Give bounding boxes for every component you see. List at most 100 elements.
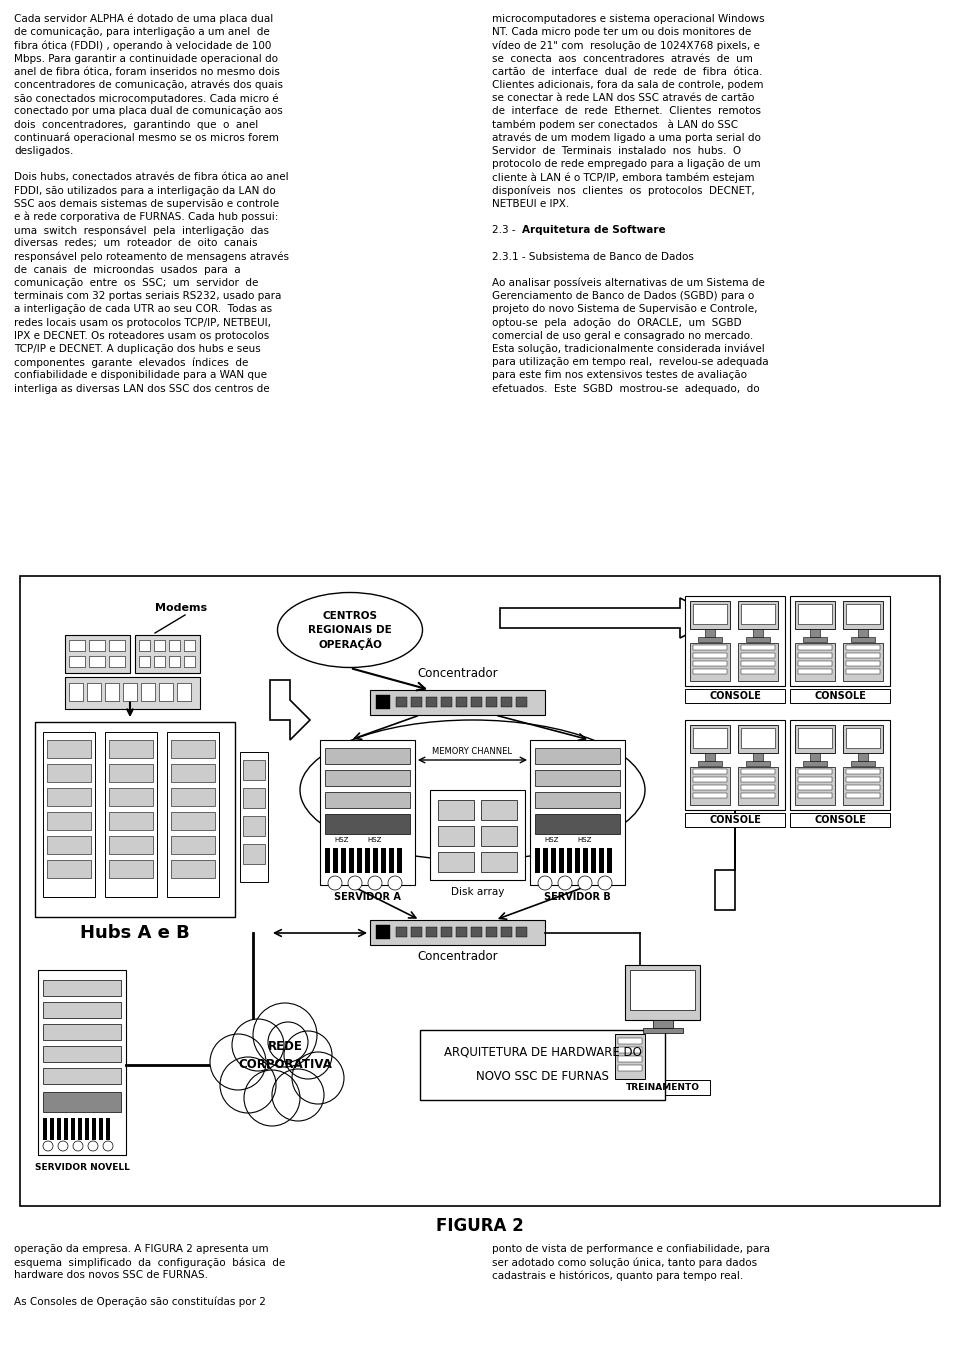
Bar (599, 848, 604, 873)
Bar (543, 848, 548, 873)
Bar (426, 697, 437, 707)
Bar (69, 656, 85, 667)
Bar (618, 1056, 642, 1062)
Bar (690, 767, 730, 805)
Bar (535, 748, 620, 764)
Text: redes locais usam os protocolos TCP/IP, NETBEUI,: redes locais usam os protocolos TCP/IP, … (14, 317, 271, 328)
Text: SERVIDOR NOVELL: SERVIDOR NOVELL (35, 1162, 130, 1172)
Circle shape (598, 875, 612, 890)
Bar (456, 697, 467, 707)
Bar (389, 848, 394, 873)
Bar (618, 1039, 642, 1044)
Circle shape (73, 1142, 83, 1151)
Bar (535, 814, 620, 834)
Bar (698, 761, 722, 766)
Bar (798, 729, 832, 748)
Bar (109, 639, 125, 650)
Bar (381, 848, 386, 873)
Text: concentradores de comunicação, através dos quais: concentradores de comunicação, através d… (14, 80, 283, 91)
Bar (618, 1065, 642, 1072)
Text: 2.3.1 - Subsistema de Banco de Dados: 2.3.1 - Subsistema de Banco de Dados (492, 251, 694, 262)
Bar (325, 770, 410, 786)
Bar (798, 653, 832, 659)
Bar (798, 768, 832, 774)
Bar (135, 635, 200, 674)
Bar (65, 635, 130, 674)
Text: comercial de uso geral e consagrado no mercado.: comercial de uso geral e consagrado no m… (492, 331, 754, 340)
Text: Gerenciamento de Banco de Dados (SGBD) para o: Gerenciamento de Banco de Dados (SGBD) p… (492, 291, 755, 302)
Bar (64, 1118, 68, 1140)
Bar (89, 656, 105, 667)
Bar (243, 844, 265, 864)
Text: SERVIDOR B: SERVIDOR B (544, 892, 611, 901)
Text: 2.3 -: 2.3 - (492, 225, 518, 235)
Bar (486, 697, 497, 707)
Bar (35, 722, 235, 916)
Text: REGIONAIS DE: REGIONAIS DE (308, 626, 392, 635)
Text: HSZ: HSZ (335, 837, 349, 842)
Bar (411, 697, 422, 707)
Text: de  canais  de  microondas  usados  para  a: de canais de microondas usados para a (14, 265, 241, 274)
Polygon shape (500, 598, 720, 638)
Bar (790, 595, 890, 686)
Text: a interligação de cada UTR ao seu COR.  Todas as: a interligação de cada UTR ao seu COR. T… (14, 305, 272, 314)
Text: se conectar à rede LAN dos SSC através de cartão: se conectar à rede LAN dos SSC através d… (492, 93, 755, 103)
Text: Mbps. Para garantir a continuidade operacional do: Mbps. Para garantir a continuidade opera… (14, 54, 278, 63)
Bar (47, 812, 91, 830)
Text: NETBEUI e IPX.: NETBEUI e IPX. (492, 199, 569, 209)
Text: MEMORY CHANNEL: MEMORY CHANNEL (433, 748, 513, 756)
Bar (177, 683, 191, 701)
Bar (171, 788, 215, 805)
Text: Dois hubs, conectados através de fibra ótica ao anel: Dois hubs, conectados através de fibra ó… (14, 173, 289, 182)
Bar (184, 656, 195, 667)
Bar (109, 740, 153, 757)
Bar (693, 729, 727, 748)
Bar (738, 767, 778, 805)
Text: componentes  garante  elevados  índices  de: componentes garante elevados índices de (14, 357, 249, 368)
Bar (47, 740, 91, 757)
Text: cadastrais e históricos, quanto para tempo real.: cadastrais e históricos, quanto para tem… (492, 1270, 743, 1281)
Bar (325, 792, 410, 808)
Bar (685, 814, 785, 827)
Text: vídeo de 21" com  resolução de 1024X768 pixels, e: vídeo de 21" com resolução de 1024X768 p… (492, 40, 760, 51)
Bar (559, 848, 564, 873)
Circle shape (232, 1019, 284, 1072)
Bar (630, 970, 695, 1010)
Ellipse shape (277, 593, 422, 668)
Bar (846, 653, 880, 659)
Text: TCP/IP e DECNET. A duplicação dos hubs e seus: TCP/IP e DECNET. A duplicação dos hubs e… (14, 344, 261, 354)
Text: conectado por uma placa dual de comunicação aos: conectado por uma placa dual de comunica… (14, 107, 283, 117)
Bar (43, 980, 121, 996)
Bar (738, 643, 778, 681)
Bar (43, 1092, 121, 1111)
Bar (50, 1118, 54, 1140)
Bar (741, 768, 775, 774)
Bar (87, 683, 101, 701)
Bar (243, 816, 265, 836)
Bar (43, 733, 95, 897)
Bar (741, 793, 775, 799)
Bar (78, 1118, 82, 1140)
Bar (171, 836, 215, 853)
Circle shape (210, 1034, 266, 1089)
Text: Ao analisar possíveis alternativas de um Sistema de: Ao analisar possíveis alternativas de um… (492, 279, 765, 288)
Bar (43, 1002, 121, 1018)
Bar (47, 764, 91, 782)
Bar (481, 852, 517, 873)
Bar (438, 852, 474, 873)
Text: REDE: REDE (268, 1040, 302, 1054)
Bar (184, 639, 195, 650)
Bar (620, 1080, 710, 1095)
Text: anel de fibra ótica, foram inseridos no mesmo dois: anel de fibra ótica, foram inseridos no … (14, 67, 280, 77)
Bar (325, 848, 330, 873)
Text: continuará operacional mesmo se os micros forem: continuará operacional mesmo se os micro… (14, 133, 278, 143)
Bar (843, 724, 883, 753)
Bar (92, 1118, 96, 1140)
Bar (846, 785, 880, 790)
Bar (171, 764, 215, 782)
Circle shape (253, 1003, 317, 1067)
Bar (171, 860, 215, 878)
Text: CONSOLE: CONSOLE (709, 691, 761, 701)
Bar (89, 639, 105, 650)
Text: são conectados microcomputadores. Cada micro é: são conectados microcomputadores. Cada m… (14, 93, 278, 104)
